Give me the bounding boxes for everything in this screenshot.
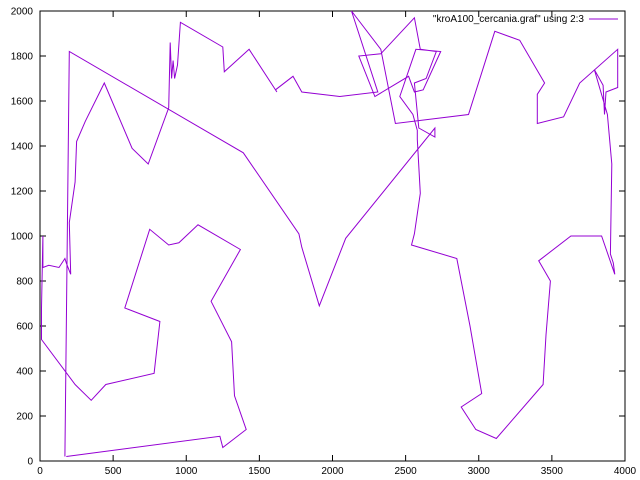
y-tick-label: 200 [16,412,33,423]
y-tick-label: 0 [27,457,33,468]
x-tick-label: 2000 [321,466,344,477]
x-tick-label: 500 [105,466,122,477]
x-tick-label: 4000 [614,466,637,477]
legend-label: "kroA100_cercania.graf" using 2:3 [433,14,585,25]
legend: "kroA100_cercania.graf" using 2:3 [433,14,618,25]
y-tick-label: 1000 [11,232,34,243]
y-tick-label: 800 [16,277,33,288]
axis-ticks: 0 500 1000 1500 2000 2500 3000 3500 4000 0 200 400 6… [11,7,637,478]
x-tick-label: 0 [37,466,43,477]
series-layer [41,10,619,457]
y-tick-label: 1800 [11,52,34,63]
y-tick-label: 400 [16,367,33,378]
x-tick-label: 2500 [395,466,418,477]
x-tick-label: 1000 [175,466,198,477]
x-tick-label: 1500 [248,466,271,477]
y-tick-label: 1400 [11,142,34,153]
series-line [41,10,619,457]
y-tick-label: 600 [16,322,33,333]
y-tick-label: 1200 [11,187,34,198]
y-tick-label: 2000 [11,7,34,18]
y-tick-label: 1600 [11,97,34,108]
x-tick-label: 3500 [541,466,564,477]
plot-frame [39,10,626,462]
x-tick-label: 3000 [468,466,491,477]
